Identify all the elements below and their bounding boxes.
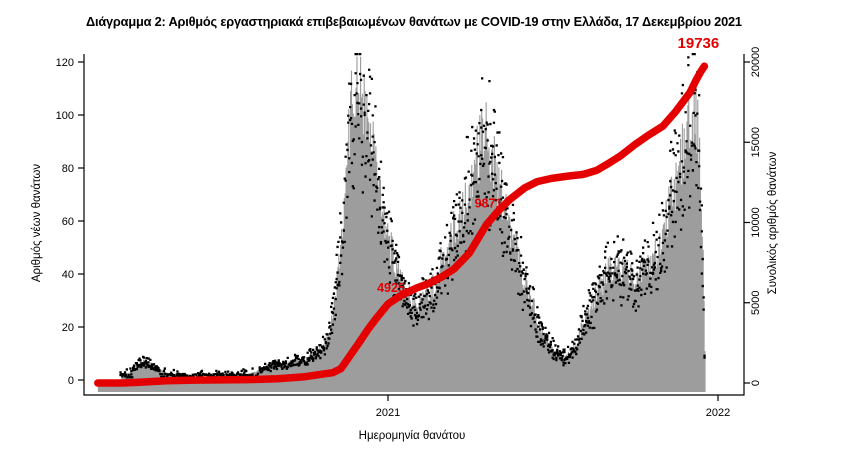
annotation-9871: 9871 xyxy=(475,197,503,211)
right-axis-tick-label: 0 xyxy=(750,380,762,386)
left-axis-tick-label: 80 xyxy=(62,163,74,175)
x-axis-tick-label: 2021 xyxy=(376,407,400,419)
axis-tick-labels: 0 20 40 60 80 100 120 0 5000 10000 15000 20000 2021 2… xyxy=(56,47,762,419)
left-axis-tick-label: 60 xyxy=(62,216,74,228)
right-axis-tick-label: 10000 xyxy=(750,207,762,238)
left-axis-tick-label: 0 xyxy=(68,375,74,387)
axes xyxy=(78,54,750,401)
left-axis-tick-label: 40 xyxy=(62,269,74,281)
chart-title: Διάγραμμα 2: Αριθμός εργαστηριακά επιβεβ… xyxy=(86,14,742,29)
left-axis-tick-label: 20 xyxy=(62,322,74,334)
right-axis-tick-label: 15000 xyxy=(750,127,762,158)
x-axis-tick-label: 2022 xyxy=(706,407,730,419)
left-axis-tick-label: 120 xyxy=(56,57,74,69)
annotation-4925: 4925 xyxy=(377,281,405,295)
daily-deaths-bars xyxy=(97,56,706,392)
x-axis-label: Ημερομηνία θανάτου xyxy=(358,430,466,442)
axis-frame xyxy=(83,54,745,396)
annotation-19736: 19736 xyxy=(678,35,720,52)
left-axis-tick-label: 100 xyxy=(56,110,74,122)
right-axis-tick-label: 20000 xyxy=(750,47,762,78)
right-axis-tick-label: 5000 xyxy=(750,291,762,315)
cumulative-deaths-line xyxy=(94,62,709,387)
